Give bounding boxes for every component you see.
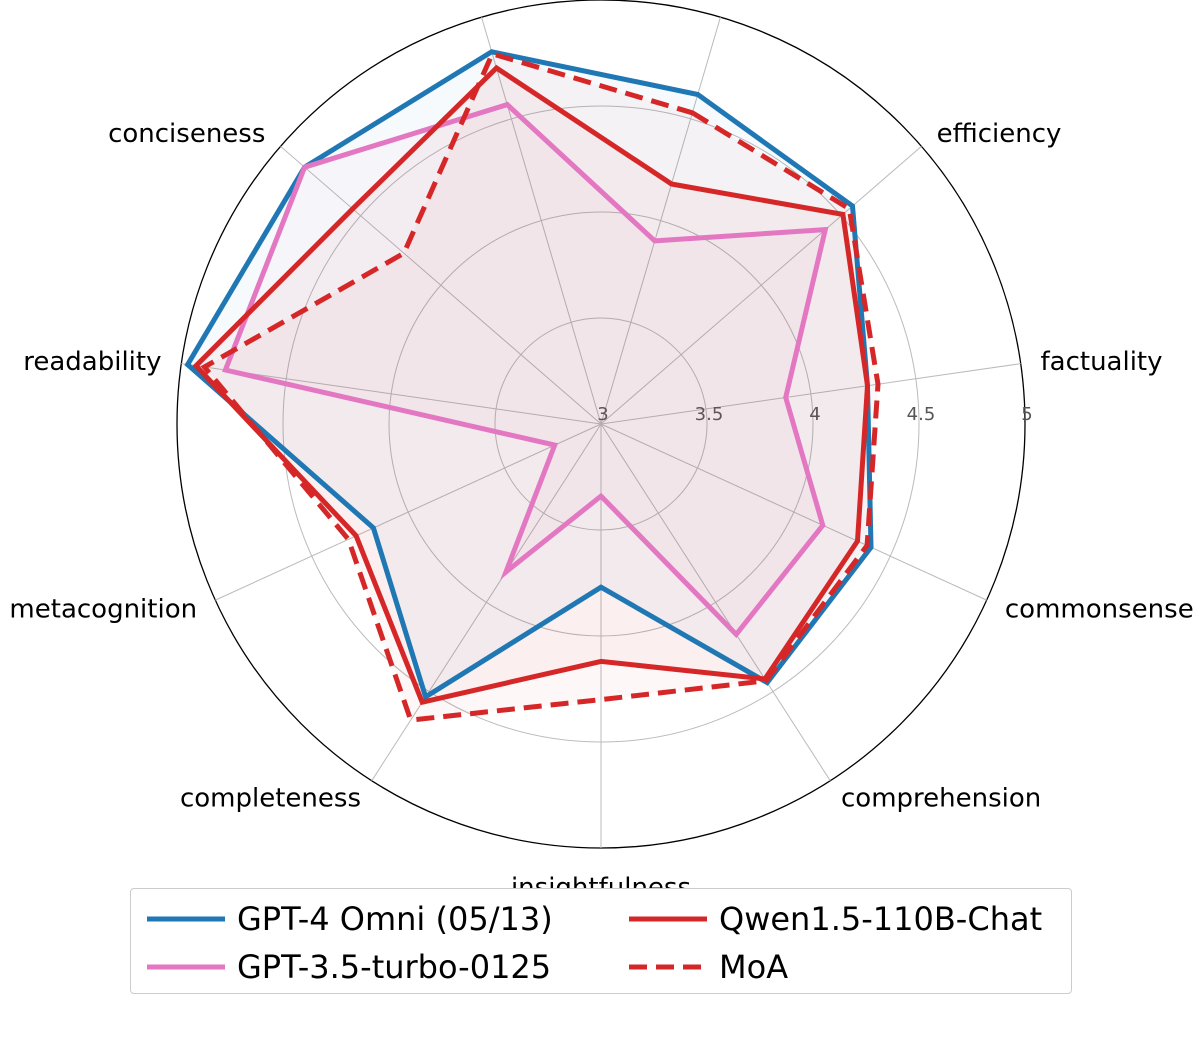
legend-item-gpt35: GPT-3.5-turbo-0125 bbox=[139, 943, 579, 991]
axis-label: metacognition bbox=[9, 594, 197, 624]
grid-spoke bbox=[481, 17, 602, 425]
grid-spoke bbox=[600, 423, 831, 781]
legend-label-qwen: Qwen1.5-110B-Chat bbox=[719, 900, 1043, 938]
grid-spoke bbox=[600, 423, 987, 601]
tick-label: 4.5 bbox=[907, 404, 936, 425]
axis-labels: correctnessefficiencyfactualitycommonsen… bbox=[9, 119, 1194, 888]
series-fill bbox=[196, 68, 868, 703]
grid-spoke bbox=[600, 363, 1021, 425]
legend-item-qwen: Qwen1.5-110B-Chat bbox=[621, 895, 1061, 943]
series-fills bbox=[187, 51, 878, 721]
legend-label-moa: MoA bbox=[719, 948, 789, 986]
grid-spoke bbox=[600, 17, 721, 425]
axis-label: completeness bbox=[180, 784, 361, 814]
grid-spoke bbox=[600, 145, 922, 425]
grid-spoke bbox=[371, 423, 602, 781]
series-fill bbox=[187, 51, 872, 697]
axis-label: readability bbox=[23, 347, 161, 377]
legend-label-gpt35: GPT-3.5-turbo-0125 bbox=[237, 948, 552, 986]
tick-label: 3.5 bbox=[695, 404, 724, 425]
legend-swatch-gpt35 bbox=[147, 964, 225, 970]
series-line bbox=[192, 64, 871, 706]
tick-label: 3 bbox=[597, 404, 608, 425]
axis-label: factuality bbox=[1041, 347, 1163, 377]
legend-swatch-moa bbox=[629, 964, 707, 970]
legend-item-gpt4o: GPT-4 Omni (05/13) bbox=[139, 895, 579, 943]
axis-label: conciseness bbox=[108, 119, 265, 149]
axis-label: efficiency bbox=[937, 119, 1062, 149]
legend-label-gpt4o: GPT-4 Omni (05/13) bbox=[237, 900, 553, 938]
series-fill bbox=[204, 53, 878, 721]
tick-label: 5 bbox=[1021, 404, 1032, 425]
legend-swatch-gpt4o bbox=[147, 916, 225, 922]
series-line bbox=[200, 50, 881, 723]
series-lines bbox=[184, 49, 881, 723]
legend: GPT-4 Omni (05/13) GPT-3.5-turbo-0125 Qw… bbox=[130, 888, 1072, 994]
axis-label: insightfulness bbox=[511, 873, 691, 888]
axis-label: comprehension bbox=[841, 784, 1041, 814]
legend-item-moa: MoA bbox=[621, 943, 1061, 991]
series-fill bbox=[225, 104, 826, 635]
tick-label: 4 bbox=[809, 404, 820, 425]
legend-swatch-qwen bbox=[629, 916, 707, 922]
series-line bbox=[222, 101, 829, 639]
grid-spoke bbox=[280, 145, 602, 425]
axis-label: commonsense bbox=[1005, 594, 1194, 624]
radar-chart: 33.544.55 correctnessefficiencyfactualit… bbox=[9, 0, 1194, 888]
grid-spoke bbox=[215, 423, 602, 601]
